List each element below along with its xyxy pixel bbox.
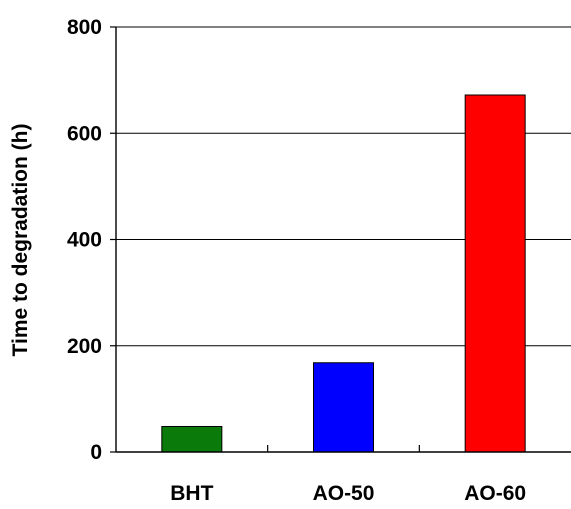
y-tick-label-200: 200 — [67, 335, 102, 358]
y-tick-label-600: 600 — [67, 122, 102, 145]
axes — [110, 26, 571, 453]
x-tick-label-bht: BHT — [170, 482, 213, 504]
y-tick-label-0: 0 — [90, 441, 102, 464]
x-tick-label-ao-50: AO-50 — [313, 482, 375, 504]
bar-ao-60 — [464, 94, 526, 453]
bar-bht — [161, 426, 223, 453]
y-tick-label-400: 400 — [67, 229, 102, 252]
bar-ao-50 — [313, 362, 374, 453]
y-axis-label: Time to degradation (h) — [9, 124, 32, 357]
x-tick-labels: BHT AO-50 AO-60 — [170, 482, 526, 505]
y-tick-label-800: 800 — [67, 16, 102, 39]
x-tick-label-ao-60: AO-60 — [464, 482, 526, 504]
y-tick-labels: 0 200 400 600 800 — [67, 16, 102, 464]
bars — [161, 94, 526, 453]
